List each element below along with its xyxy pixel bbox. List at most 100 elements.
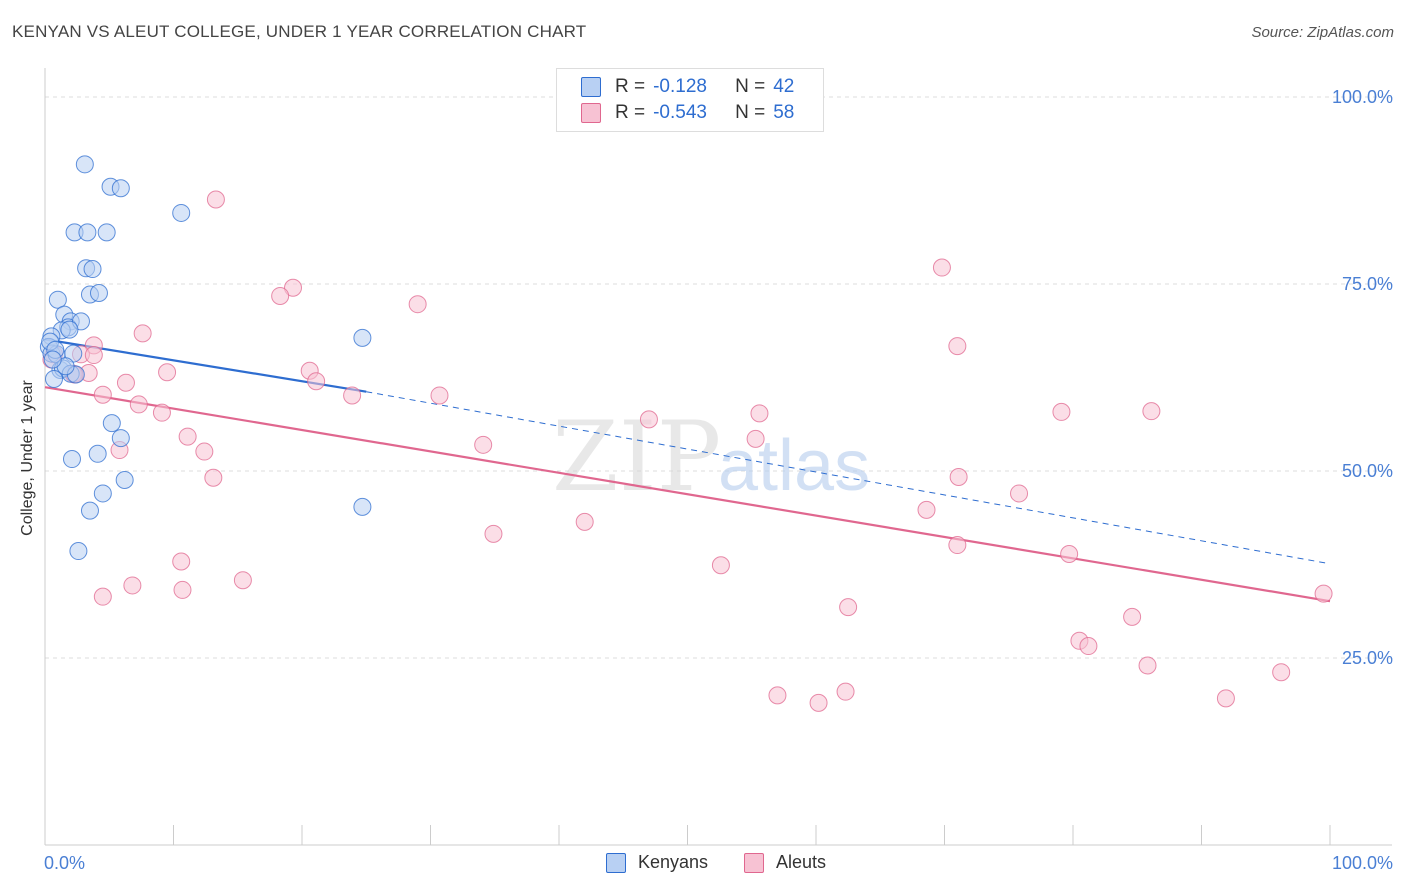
aleuts-trend-line (44, 386, 1331, 603)
aleut-point (1060, 545, 1079, 564)
data-points (39, 155, 1333, 712)
aleut-point (233, 571, 252, 590)
kenyan-point (60, 320, 79, 339)
aleut-point (158, 363, 177, 382)
legend-r-value: -0.128 (653, 76, 707, 97)
kenyans-trend-extension (366, 391, 1331, 565)
aleut-point (116, 373, 135, 392)
kenyan-point (69, 542, 88, 561)
source-label: Source: ZipAtlas.com (1251, 24, 1394, 41)
y-tick-label: 25.0% (1342, 648, 1393, 668)
legend-n-label: N = (735, 76, 766, 97)
aleuts-swatch-icon (581, 103, 601, 123)
correlation-legend: R = -0.128 N = 42 R = -0.543 N = 58 (556, 68, 824, 132)
y-tick-label: 100.0% (1332, 87, 1393, 107)
axes (44, 68, 1392, 846)
aleut-point (948, 536, 967, 555)
aleuts-legend-label: Aleuts (776, 852, 827, 872)
kenyan-point (353, 328, 372, 347)
aleut-point (172, 552, 191, 571)
aleuts-legend-icon (744, 852, 764, 873)
aleut-point (948, 337, 967, 356)
legend-r-label: R = (615, 102, 646, 123)
x-tick-label: 0.0% (44, 853, 85, 873)
kenyan-point (48, 290, 67, 309)
legend-r-label: R = (615, 76, 646, 97)
aleut-point (307, 372, 326, 391)
aleut-point (206, 190, 225, 209)
aleut-point (1314, 584, 1333, 603)
aleut-point (575, 512, 594, 531)
aleut-point (173, 580, 192, 599)
kenyan-point (89, 283, 108, 302)
kenyans-legend-label: Kenyans (638, 852, 709, 872)
aleut-point (430, 386, 449, 405)
aleut-point (932, 258, 951, 277)
aleut-point (949, 467, 968, 486)
aleut-point (343, 386, 362, 405)
aleut-point (809, 693, 828, 712)
legend-n-value: 58 (773, 102, 795, 123)
kenyan-point (97, 223, 116, 242)
aleut-point (917, 500, 936, 519)
kenyans-legend-icon (606, 852, 626, 873)
aleut-point (768, 686, 787, 705)
legend-n-label: N = (735, 102, 766, 123)
aleut-point (1123, 607, 1142, 626)
kenyan-point (88, 444, 107, 463)
aleut-point (133, 324, 152, 343)
aleut-point (93, 587, 112, 606)
legend-r-value: -0.543 (653, 102, 707, 123)
aleut-point (204, 468, 223, 487)
aleut-point (474, 435, 493, 454)
aleut-point (284, 278, 303, 297)
legend-item-kenyans[interactable]: Kenyans (606, 852, 708, 873)
kenyan-point (75, 155, 94, 174)
aleut-point (84, 346, 103, 365)
kenyan-point (80, 501, 99, 520)
aleut-point (711, 556, 730, 575)
chart-title: KENYAN VS ALEUT COLLEGE, UNDER 1 YEAR CO… (12, 22, 587, 41)
aleut-point (1142, 402, 1161, 421)
aleut-point (408, 295, 427, 314)
kenyan-point (93, 484, 112, 503)
legend-n-value: 42 (773, 76, 795, 97)
kenyan-point (353, 497, 372, 516)
aleut-point (178, 427, 197, 446)
aleut-point (271, 286, 290, 305)
aleut-point (836, 682, 855, 701)
kenyans-swatch-icon (581, 77, 601, 97)
kenyan-point (83, 260, 102, 279)
y-tick-label: 75.0% (1342, 274, 1393, 294)
kenyan-point (43, 350, 62, 369)
aleut-point (484, 524, 503, 543)
x-tick-label: 100.0% (1332, 853, 1393, 873)
aleut-point (746, 429, 765, 448)
tick-labels: 25.0% 50.0% 75.0% 100.0% 0.0% 100.0% (44, 87, 1393, 873)
aleut-point (1079, 637, 1098, 656)
series-legend: Kenyans Aleuts (0, 852, 1406, 876)
aleut-point (1272, 663, 1291, 682)
kenyan-point (172, 203, 191, 222)
aleut-point (1010, 484, 1029, 503)
aleut-point (129, 395, 148, 414)
legend-row-aleuts: R = -0.543 N = 58 (581, 101, 794, 125)
kenyan-point (111, 179, 130, 198)
kenyan-point (115, 470, 134, 489)
legend-row-kenyans: R = -0.128 N = 42 (581, 75, 794, 99)
kenyan-point (102, 414, 121, 433)
legend-item-aleuts[interactable]: Aleuts (744, 852, 826, 873)
aleut-point (639, 410, 658, 429)
kenyan-point (78, 223, 97, 242)
kenyan-point (111, 429, 130, 448)
aleut-point (123, 576, 142, 595)
watermark-atlas: atlas (718, 426, 870, 506)
aleut-point (750, 404, 769, 423)
kenyan-point (62, 450, 81, 469)
aleut-point (93, 385, 112, 404)
aleut-point (152, 403, 171, 422)
aleut-point (1138, 656, 1157, 675)
kenyan-point (44, 369, 63, 388)
